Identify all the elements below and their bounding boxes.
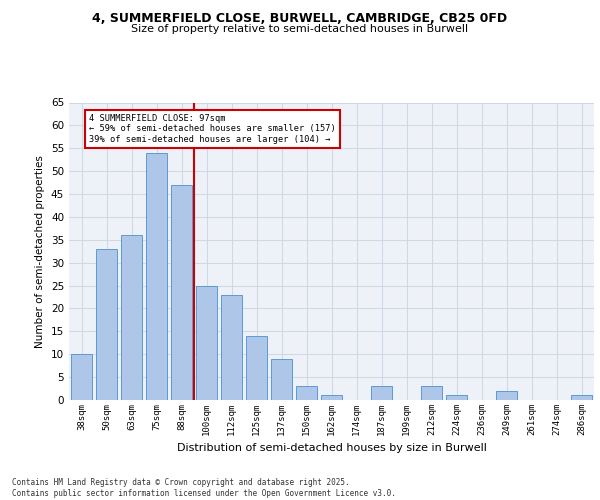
Bar <box>496 391 517 400</box>
Text: 4, SUMMERFIELD CLOSE, BURWELL, CAMBRIDGE, CB25 0FD: 4, SUMMERFIELD CLOSE, BURWELL, CAMBRIDGE… <box>92 12 508 26</box>
Text: Contains HM Land Registry data © Crown copyright and database right 2025.
Contai: Contains HM Land Registry data © Crown c… <box>12 478 396 498</box>
Bar <box>321 396 342 400</box>
Bar <box>421 386 442 400</box>
Bar <box>221 294 242 400</box>
Bar <box>121 235 142 400</box>
Bar <box>171 185 192 400</box>
Bar <box>96 249 117 400</box>
Bar <box>296 386 317 400</box>
X-axis label: Distribution of semi-detached houses by size in Burwell: Distribution of semi-detached houses by … <box>176 444 487 454</box>
Bar <box>146 153 167 400</box>
Bar <box>246 336 267 400</box>
Bar <box>196 286 217 400</box>
Bar <box>271 359 292 400</box>
Text: Size of property relative to semi-detached houses in Burwell: Size of property relative to semi-detach… <box>131 24 469 34</box>
Bar <box>446 396 467 400</box>
Text: 4 SUMMERFIELD CLOSE: 97sqm
← 59% of semi-detached houses are smaller (157)
39% o: 4 SUMMERFIELD CLOSE: 97sqm ← 59% of semi… <box>89 114 336 144</box>
Y-axis label: Number of semi-detached properties: Number of semi-detached properties <box>35 155 46 348</box>
Bar <box>571 396 592 400</box>
Bar <box>371 386 392 400</box>
Bar <box>71 354 92 400</box>
